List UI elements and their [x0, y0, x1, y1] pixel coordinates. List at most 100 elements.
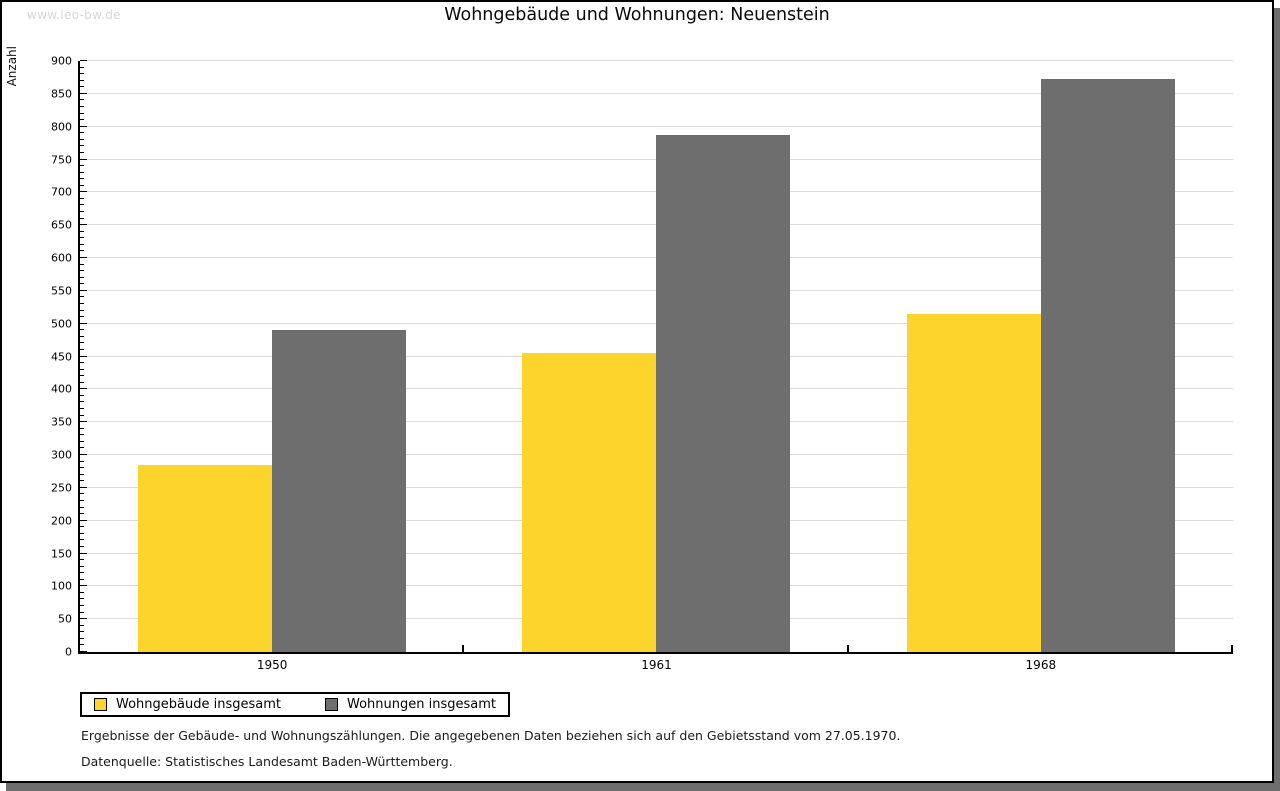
bar: [138, 464, 273, 652]
y-minor-tick: [80, 572, 84, 574]
y-minor-tick: [80, 151, 84, 153]
y-minor-tick: [80, 132, 84, 134]
y-major-tick: [80, 125, 87, 127]
footnote-line: Ergebnisse der Gebäude- und Wohnungszähl…: [81, 728, 901, 743]
y-tick-label: 150: [51, 547, 72, 560]
y-minor-tick: [80, 342, 84, 344]
y-minor-tick: [80, 73, 84, 75]
y-minor-tick: [80, 335, 84, 337]
y-minor-tick: [80, 460, 84, 462]
y-minor-tick: [80, 263, 84, 265]
watermark: www.leo-bw.de: [27, 8, 121, 22]
x-tick: [462, 645, 465, 652]
y-major-tick: [80, 158, 87, 160]
y-gridline: [80, 92, 1233, 94]
y-minor-tick: [80, 86, 84, 88]
y-minor-tick: [80, 526, 84, 528]
y-tick-label: 450: [51, 350, 72, 363]
y-minor-tick: [80, 197, 84, 199]
y-minor-tick: [80, 513, 84, 515]
y-tick-label: 0: [65, 645, 72, 659]
y-minor-tick: [80, 434, 84, 436]
y-tick-label: 250: [51, 481, 72, 495]
y-minor-tick: [80, 631, 84, 633]
y-minor-tick: [80, 499, 84, 501]
bar: [656, 134, 791, 652]
x-tick: [1231, 645, 1233, 652]
y-minor-tick: [80, 237, 84, 239]
y-minor-tick: [80, 493, 84, 495]
legend-swatch: [325, 698, 338, 711]
y-minor-tick: [80, 138, 84, 140]
y-minor-tick: [80, 217, 84, 219]
y-minor-tick: [80, 270, 84, 272]
y-gridline: [80, 60, 1233, 61]
y-minor-tick: [80, 250, 84, 252]
y-minor-tick: [80, 480, 84, 482]
y-minor-tick: [80, 578, 84, 580]
legend-label: Wohnungen insgesamt: [347, 697, 496, 712]
y-major-tick: [80, 519, 87, 521]
y-major-tick: [80, 585, 87, 587]
y-minor-tick: [80, 473, 84, 475]
y-minor-tick: [80, 611, 84, 613]
y-tick-label: 650: [51, 218, 72, 232]
y-minor-tick: [80, 66, 84, 68]
y-major-tick: [80, 60, 87, 61]
y-minor-tick: [80, 165, 84, 167]
y-minor-tick: [80, 211, 84, 213]
y-minor-tick: [80, 276, 84, 278]
y-minor-tick: [80, 375, 84, 377]
y-minor-tick: [80, 506, 84, 508]
y-major-tick: [80, 552, 87, 554]
y-minor-tick: [80, 119, 84, 121]
plot-area: 0 50 100 150 200 250 300 350 400 450 500 550 600 650 7…: [51, 56, 1233, 672]
y-minor-tick: [80, 348, 84, 350]
legend-item: Wohnungen insgesamt: [325, 697, 496, 712]
y-tick-label: 900: [51, 54, 72, 68]
x-tick-label: 1961: [641, 658, 672, 672]
y-minor-tick: [80, 145, 84, 147]
y-tick-label: 300: [51, 448, 72, 462]
y-minor-tick: [80, 316, 84, 318]
y-minor-tick: [80, 105, 84, 107]
y-minor-tick: [80, 368, 84, 370]
y-minor-tick: [80, 591, 84, 593]
y-major-tick: [80, 486, 87, 488]
datasource-line: Datenquelle: Statistisches Landesamt Bad…: [81, 754, 453, 769]
y-minor-tick: [80, 79, 84, 81]
y-major-tick: [80, 92, 87, 94]
bar: [272, 330, 407, 652]
y-minor-tick: [80, 401, 84, 403]
legend-swatch: [94, 698, 107, 711]
y-tick-label: 800: [51, 120, 72, 134]
y-tick-label: 100: [51, 579, 72, 593]
y-tick-label: 350: [51, 415, 72, 429]
x-tick-label: 1950: [256, 658, 288, 672]
y-minor-tick: [80, 296, 84, 298]
y-major-tick: [80, 388, 87, 390]
y-tick-label: 200: [51, 514, 72, 528]
bar: [1040, 79, 1175, 652]
y-gridline: [80, 125, 1233, 127]
y-major-tick: [80, 322, 87, 324]
y-minor-tick: [80, 545, 84, 547]
y-minor-tick: [80, 559, 84, 561]
y-minor-tick: [80, 394, 84, 396]
y-minor-tick: [80, 644, 84, 646]
y-minor-tick: [80, 99, 84, 101]
category-group: [849, 61, 1233, 652]
y-minor-tick: [80, 408, 84, 410]
y-minor-tick: [80, 362, 84, 364]
y-tick-label: 850: [51, 87, 72, 101]
y-minor-tick: [80, 204, 84, 206]
y-minor-tick: [80, 539, 84, 541]
y-minor-tick: [80, 532, 84, 534]
y-minor-tick: [80, 302, 84, 304]
x-tick-label: 1968: [1025, 658, 1057, 672]
bar: [522, 353, 657, 652]
y-minor-tick: [80, 243, 84, 245]
y-minor-tick: [80, 329, 84, 331]
y-tick-label: 500: [51, 317, 72, 331]
